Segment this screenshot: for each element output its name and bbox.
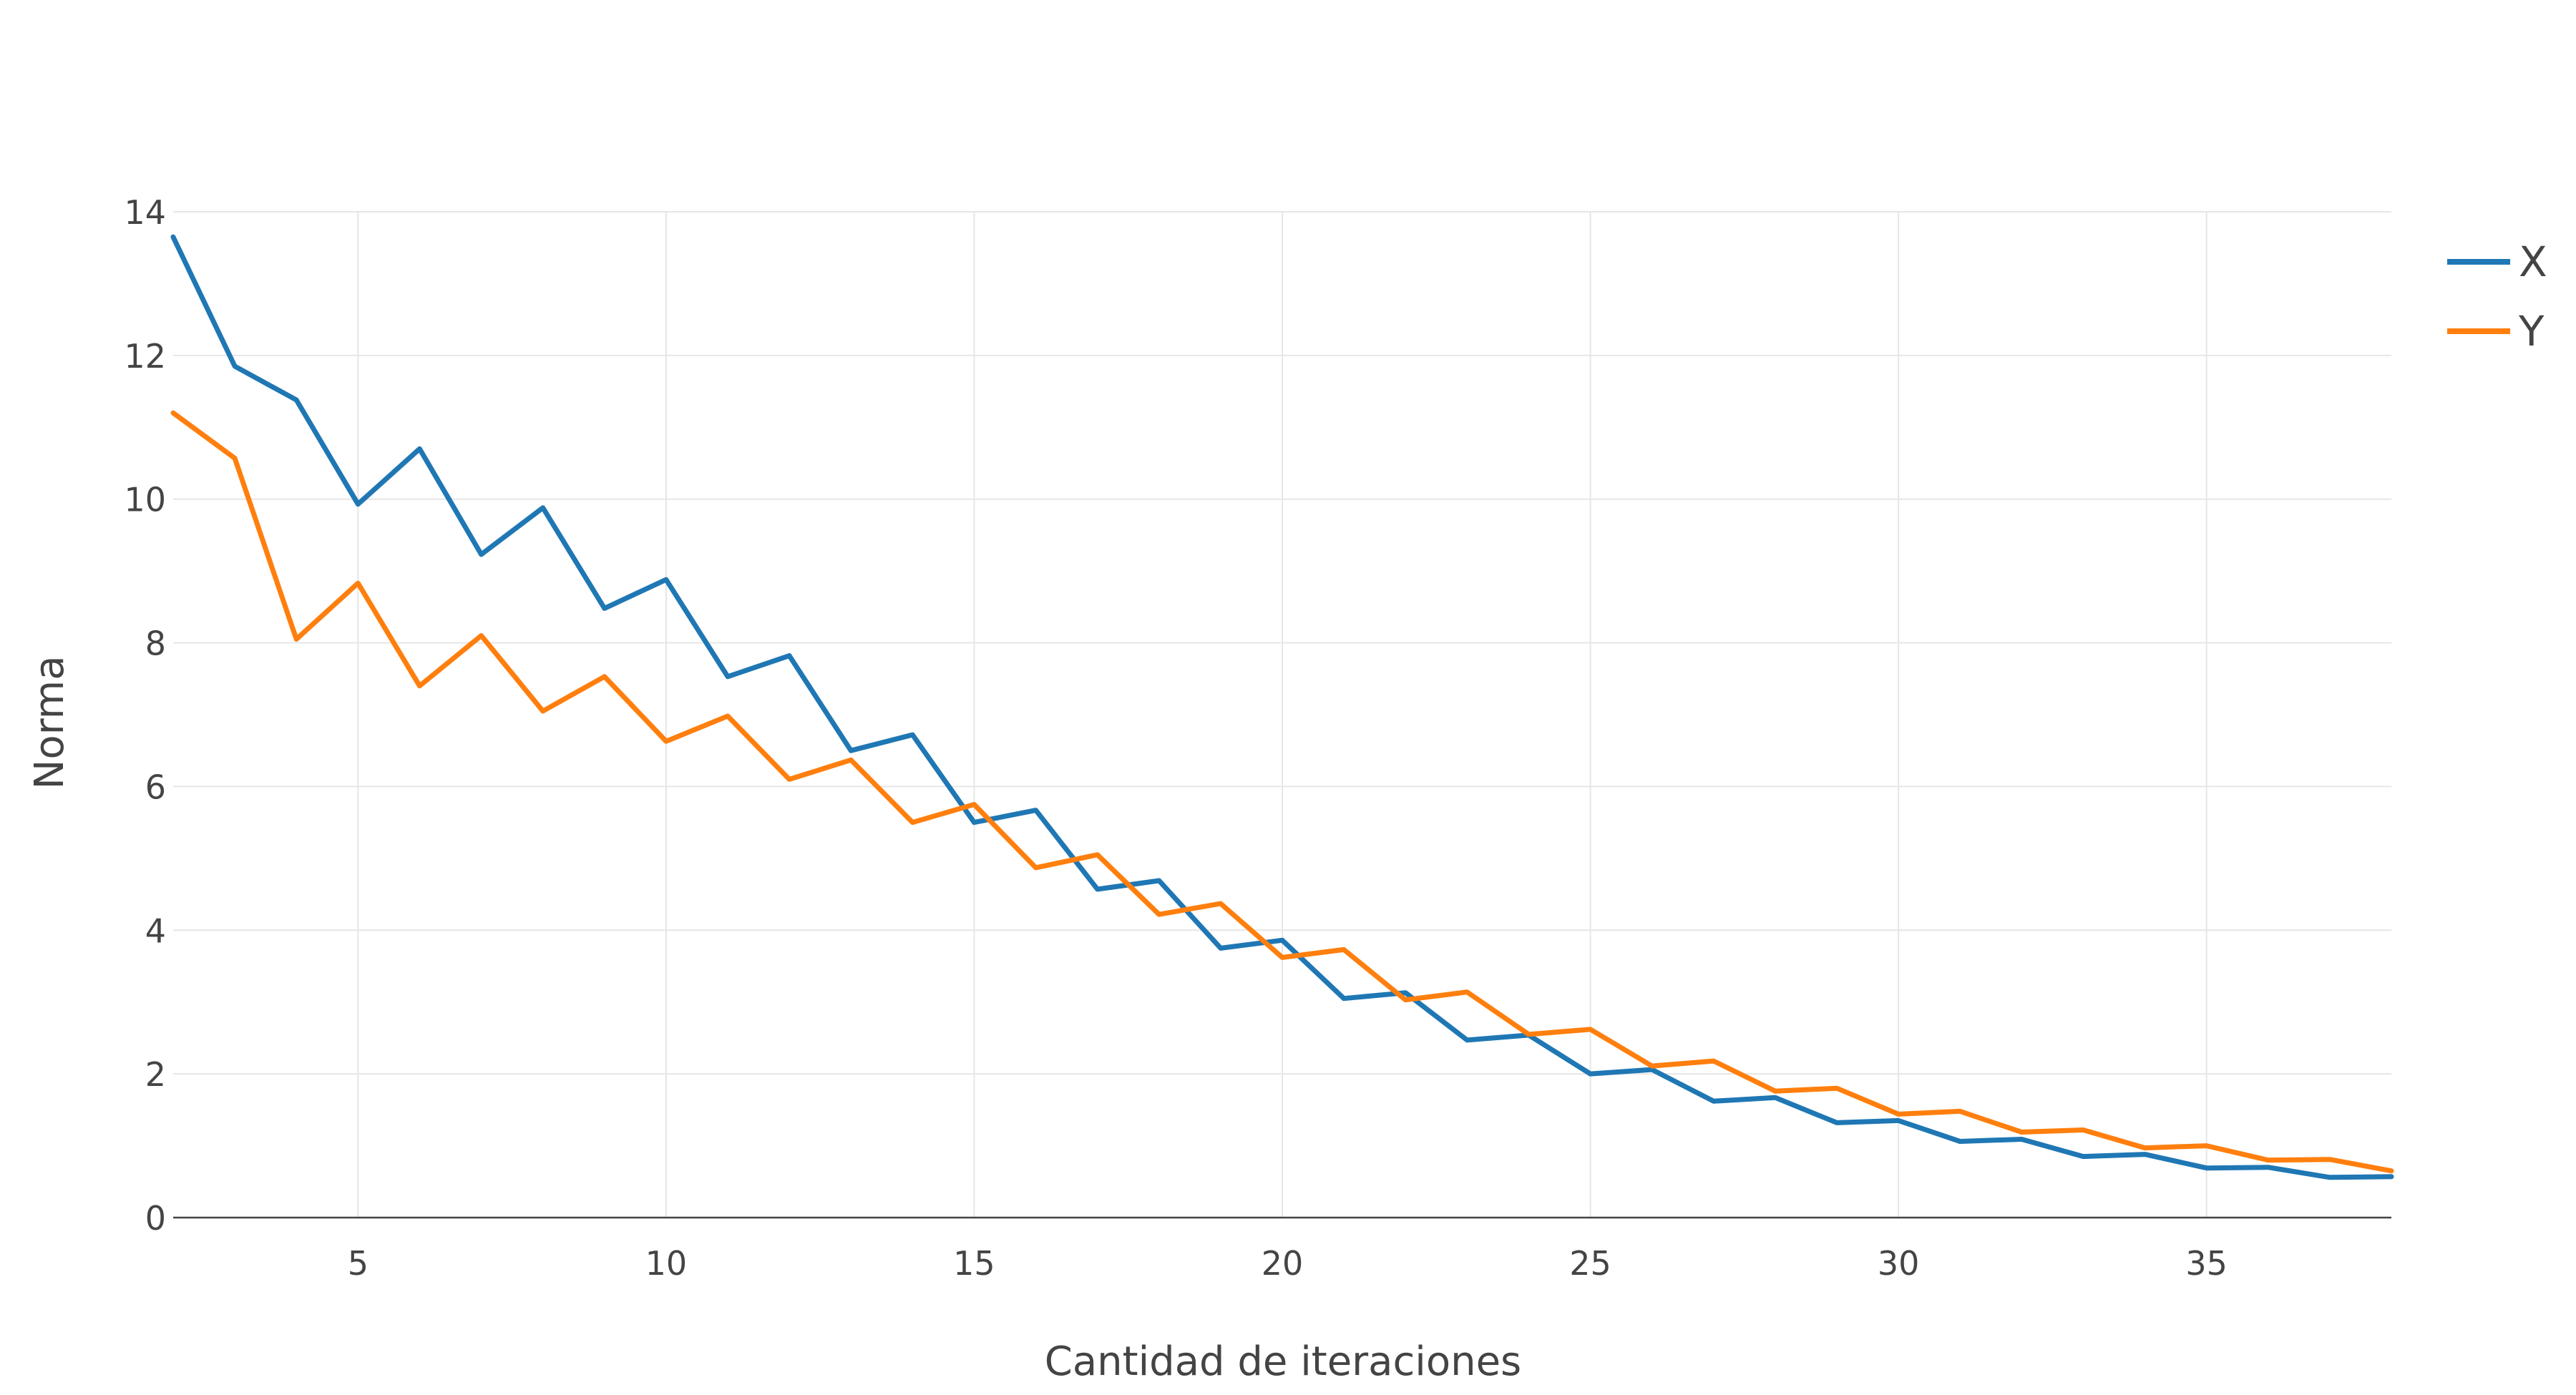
x-tick-label: 10	[645, 1244, 688, 1283]
series-line-x	[170, 234, 2394, 1180]
y-tick-label: 10	[124, 481, 166, 519]
legend-item-x[interactable]: X	[2447, 238, 2547, 286]
y-tick-label: 2	[145, 1055, 166, 1094]
y-tick-label: 14	[124, 193, 166, 232]
legend-label: X	[2519, 238, 2547, 286]
legend-item-y[interactable]: Y	[2447, 307, 2545, 356]
x-axis-title: Cantidad de iteraciones	[1045, 1338, 1521, 1385]
x-tick-label: 30	[1878, 1244, 1920, 1283]
x-axis: 5 10 15 20 25 30 35	[173, 1216, 2391, 1283]
y-tick-label: 0	[145, 1199, 166, 1238]
y-tick-label: 6	[145, 768, 166, 806]
x-tick-label: 35	[2185, 1244, 2228, 1283]
series-line-y	[170, 410, 2394, 1174]
gridlines	[173, 211, 2391, 1218]
x-tick-label: 20	[1262, 1244, 1304, 1283]
x-tick-label: 15	[953, 1244, 995, 1283]
legend-label: Y	[2518, 307, 2545, 356]
y-axis-title: Norma	[26, 655, 73, 789]
y-tick-label: 4	[145, 911, 166, 950]
legend[interactable]: XY	[2447, 238, 2547, 356]
y-tick-label: 8	[145, 625, 166, 663]
x-tick-label: 5	[348, 1244, 369, 1283]
y-tick-label: 12	[124, 337, 166, 376]
x-tick-label: 25	[1569, 1244, 1611, 1283]
series-layer	[170, 234, 2394, 1180]
y-axis: 0 2 4 6 8 10 12 14	[124, 193, 166, 1238]
